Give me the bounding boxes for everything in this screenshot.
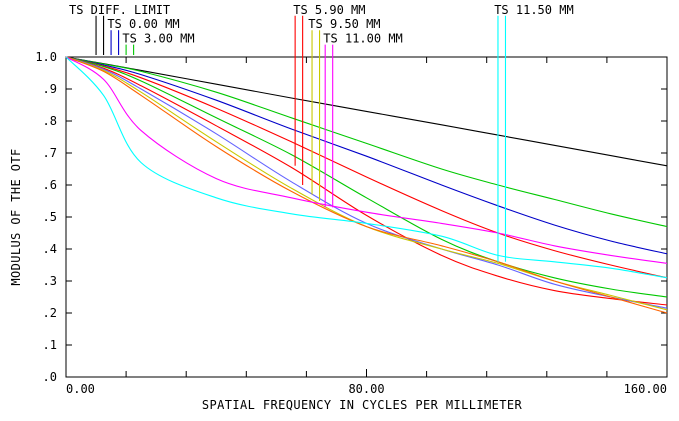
y-tick-label: .9 <box>43 82 57 96</box>
y-tick-label: .1 <box>43 338 57 352</box>
y-tick-label: .0 <box>43 370 57 384</box>
mtf-series-line <box>65 56 668 314</box>
mtf-series-line <box>65 56 668 228</box>
mtf-series-line <box>65 56 668 306</box>
mtf-series-line <box>65 56 668 264</box>
mtf-series-line <box>65 56 668 279</box>
annotation-label: TS 3.00 MM <box>122 32 194 46</box>
annotation-label: TS 11.00 MM <box>323 32 402 46</box>
y-tick-label: .7 <box>43 146 57 160</box>
y-tick-label: .4 <box>43 242 57 256</box>
annotation-label: TS 11.50 MM <box>494 3 573 17</box>
mtf-series-line <box>65 56 668 255</box>
mtf-series-line <box>65 56 668 311</box>
mtf-series-line <box>65 56 668 309</box>
annotation-label: TS 0.00 MM <box>107 17 179 31</box>
x-tick-label: 80.00 <box>348 382 384 396</box>
y-axis-label: MODULUS OF THE OTF <box>9 148 23 285</box>
y-tick-label: .5 <box>43 210 57 224</box>
y-tick-label: .3 <box>43 274 57 288</box>
y-tick-label: .8 <box>43 114 57 128</box>
y-tick-label: 1.0 <box>35 50 57 64</box>
annotation-label: TS 5.90 MM <box>293 3 365 17</box>
mtf-series-line <box>65 56 668 167</box>
ticks-layer: .0 .1 .2 .3 .4 .5 .6 .7 .8 .9 1.0 0.00 80.00 160.00 <box>35 50 668 396</box>
series-layer <box>65 56 668 314</box>
y-tick-label: .6 <box>43 178 57 192</box>
mtf-series-line <box>65 56 668 279</box>
annotation-label: TS DIFF. LIMIT <box>69 3 170 17</box>
mtf-series-line <box>65 56 668 298</box>
x-tick-label: 160.00 <box>624 382 667 396</box>
x-axis-label: SPATIAL FREQUENCY IN CYCLES PER MILLIMET… <box>202 398 523 412</box>
x-tick-label: 0.00 <box>66 382 95 396</box>
y-tick-label: .2 <box>43 306 57 320</box>
plot-frame <box>65 56 668 378</box>
annotation-label: TS 9.50 MM <box>308 17 380 31</box>
